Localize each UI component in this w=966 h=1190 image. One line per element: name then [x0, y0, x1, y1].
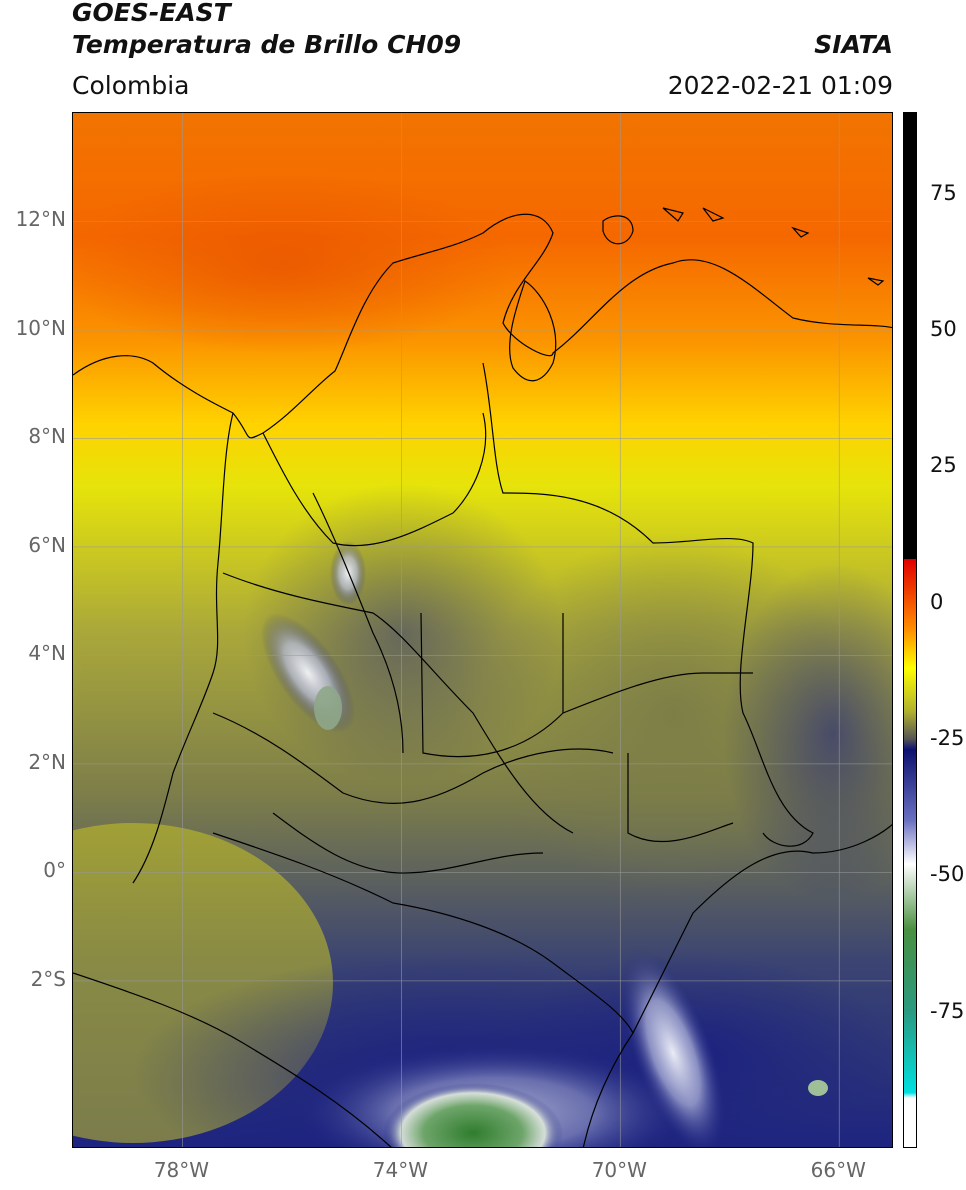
- department-border: [627, 753, 734, 843]
- island: [602, 215, 634, 245]
- department-border: [312, 492, 404, 754]
- cold-cloud-top: [619, 948, 727, 1147]
- department-border: [420, 612, 564, 758]
- pacific-coastline: [132, 412, 234, 884]
- warm-region: [73, 173, 513, 353]
- latitude-tick-label: 0°: [43, 858, 66, 883]
- island: [662, 207, 684, 222]
- island: [867, 277, 885, 286]
- latitude-tick-label: 2°N: [28, 749, 66, 774]
- department-border: [222, 572, 574, 834]
- latitude-tick-label: 12°N: [15, 207, 66, 232]
- product-title: Temperatura de Brillo CH09: [72, 30, 462, 59]
- brazil-border: [632, 823, 892, 1034]
- colorbar-tick-label: 75: [930, 180, 957, 205]
- coldest-cloud-top: [808, 1080, 828, 1096]
- brightness-temperature-map: [72, 112, 893, 1148]
- department-border: [262, 412, 487, 547]
- latitude-tick-label: 4°N: [28, 641, 66, 666]
- satellite-title: GOES-EAST: [72, 0, 231, 27]
- colorbar-tick-label: 0: [930, 589, 944, 614]
- colombia-border: [212, 832, 634, 1147]
- colorbar-tick-label: 25: [930, 453, 957, 478]
- colorbar-tick-label: -25: [930, 726, 965, 751]
- caribbean-coastline: [73, 213, 892, 439]
- brand-label: SIATA: [814, 30, 893, 59]
- latitude-tick-label: 10°N: [15, 315, 66, 340]
- longitude-tick-label: 66°W: [810, 1158, 866, 1182]
- colorbar-tick-label: -75: [930, 998, 965, 1023]
- coldest-cloud-top: [314, 686, 342, 730]
- peru-border: [73, 972, 392, 1147]
- department-border: [562, 672, 753, 714]
- coldest-cloud-top: [383, 1083, 563, 1147]
- cloud-region-east: [723, 563, 892, 903]
- temperature-colorbar: [903, 112, 917, 1148]
- colombia-border: [482, 362, 814, 847]
- longitude-tick-label: 78°W: [153, 1158, 210, 1182]
- longitude-tick-label: 70°W: [591, 1158, 647, 1182]
- graticule: [73, 113, 892, 1147]
- maracaibo-lake: [509, 280, 557, 382]
- colorbar-tick-label: 50: [930, 317, 957, 342]
- latitude-tick-label: 6°N: [28, 532, 66, 557]
- region-label: Colombia: [72, 71, 190, 100]
- map-canvas: [73, 113, 892, 1147]
- datetime-label: 2022-02-21 01:09: [667, 71, 893, 100]
- coastlines-borders: [73, 207, 892, 1147]
- department-border: [212, 712, 614, 804]
- longitude-tick-label: 74°W: [372, 1158, 428, 1182]
- latitude-tick-label: 2°S: [30, 966, 66, 991]
- island: [702, 207, 725, 222]
- latitude-tick-label: 8°N: [28, 424, 66, 449]
- department-border: [272, 812, 544, 874]
- colorbar-tick-label: -50: [930, 862, 965, 887]
- island: [791, 226, 810, 238]
